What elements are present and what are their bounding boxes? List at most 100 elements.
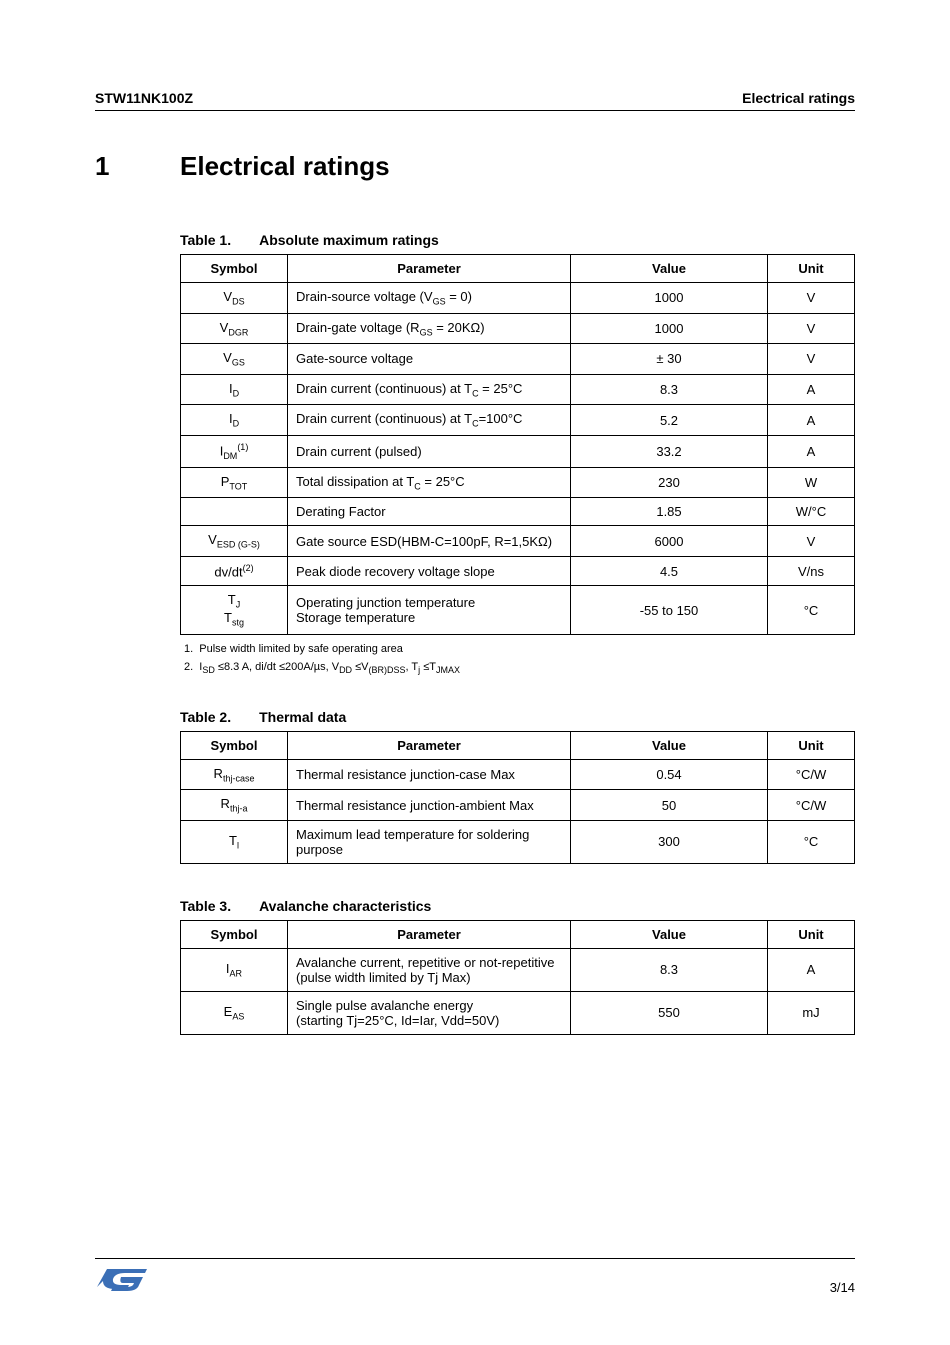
col-value: Value [571,920,768,948]
cell-value: 8.3 [571,948,768,991]
table-row: PTOTTotal dissipation at TC = 25°C230W [181,467,855,498]
cell-value: 1000 [571,313,768,344]
cell-parameter: Thermal resistance junction-ambient Max [288,790,571,821]
table-row: VDSDrain-source voltage (VGS = 0)1000V [181,283,855,314]
col-symbol: Symbol [181,731,288,759]
cell-unit: V [768,313,855,344]
table-2-block: Table 2.Thermal data Symbol Parameter Va… [180,709,855,864]
table-row: IDDrain current (continuous) at TC = 25°… [181,374,855,405]
cell-parameter: Avalanche current, repetitive or not-rep… [288,948,571,991]
col-symbol: Symbol [181,920,288,948]
table3-title: Avalanche characteristics [259,898,431,914]
cell-value: 1.85 [571,498,768,526]
table-row: Derating Factor1.85W/°C [181,498,855,526]
table1-title: Absolute maximum ratings [259,232,439,248]
cell-parameter: Thermal resistance junction-case Max [288,759,571,790]
cell-value: 1000 [571,283,768,314]
cell-value: 0.54 [571,759,768,790]
footnote: 2. ISD ≤8.3 A, di/dt ≤200A/µs, VDD ≤V(BR… [184,661,855,675]
cell-symbol: ID [181,405,288,436]
header-right: Electrical ratings [742,90,855,106]
table-row: VGSGate-source voltage± 30V [181,344,855,375]
cell-parameter: Gate-source voltage [288,344,571,375]
table2-num: Table 2. [180,709,231,725]
cell-value: 4.5 [571,557,768,586]
table3: Symbol Parameter Value Unit IARAvalanche… [180,920,855,1035]
cell-symbol: Tl [181,820,288,863]
table-row: VESD (G-S)Gate source ESD(HBM-C=100pF, R… [181,526,855,557]
cell-unit: V [768,526,855,557]
table1-footnotes: 1. Pulse width limited by safe operating… [184,643,855,675]
header-left: STW11NK100Z [95,90,193,106]
cell-symbol: VGS [181,344,288,375]
cell-value: 8.3 [571,374,768,405]
st-logo-icon [95,1265,150,1295]
col-parameter: Parameter [288,920,571,948]
cell-value: 300 [571,820,768,863]
cell-unit: V/ns [768,557,855,586]
col-symbol: Symbol [181,255,288,283]
col-parameter: Parameter [288,731,571,759]
cell-unit: mJ [768,991,855,1034]
cell-unit: A [768,405,855,436]
cell-symbol: Rthj-case [181,759,288,790]
table-row: dv/dt(2)Peak diode recovery voltage slop… [181,557,855,586]
cell-unit: V [768,283,855,314]
footnote: 1. Pulse width limited by safe operating… [184,643,855,655]
cell-unit: A [768,435,855,467]
cell-value: 550 [571,991,768,1034]
cell-unit: °C [768,586,855,634]
col-value: Value [571,255,768,283]
cell-symbol: dv/dt(2) [181,557,288,586]
cell-parameter: Operating junction temperatureStorage te… [288,586,571,634]
cell-value: 50 [571,790,768,821]
cell-parameter: Gate source ESD(HBM-C=100pF, R=1,5KΩ) [288,526,571,557]
cell-symbol: IAR [181,948,288,991]
cell-value: 33.2 [571,435,768,467]
table-row: IARAvalanche current, repetitive or not-… [181,948,855,991]
cell-symbol: VESD (G-S) [181,526,288,557]
cell-parameter: Derating Factor [288,498,571,526]
page-footer: 3/14 [95,1258,855,1295]
table-row: IDM(1)Drain current (pulsed)33.2A [181,435,855,467]
table-row: VDGRDrain-gate voltage (RGS = 20KΩ)1000V [181,313,855,344]
cell-unit: W/°C [768,498,855,526]
cell-value: 5.2 [571,405,768,436]
table3-num: Table 3. [180,898,231,914]
cell-parameter: Maximum lead temperature for soldering p… [288,820,571,863]
cell-value: ± 30 [571,344,768,375]
cell-symbol: IDM(1) [181,435,288,467]
cell-symbol: PTOT [181,467,288,498]
section-heading: 1 Electrical ratings [95,151,855,182]
cell-unit: W [768,467,855,498]
table1: Symbol Parameter Value Unit VDSDrain-sou… [180,254,855,635]
cell-parameter: Single pulse avalanche energy(starting T… [288,991,571,1034]
cell-value: 6000 [571,526,768,557]
table-row: Rthj-aThermal resistance junction-ambien… [181,790,855,821]
cell-unit: V [768,344,855,375]
table-row: IDDrain current (continuous) at TC=100°C… [181,405,855,436]
section-number: 1 [95,151,180,182]
table-row: TJTstgOperating junction temperatureStor… [181,586,855,634]
cell-symbol: ID [181,374,288,405]
cell-symbol: EAS [181,991,288,1034]
cell-parameter: Drain-source voltage (VGS = 0) [288,283,571,314]
cell-value: -55 to 150 [571,586,768,634]
page-number: 3/14 [830,1280,855,1295]
table-1-block: Table 1.Absolute maximum ratings Symbol … [180,232,855,675]
cell-unit: A [768,374,855,405]
col-value: Value [571,731,768,759]
table-row: Rthj-caseThermal resistance junction-cas… [181,759,855,790]
page-header: STW11NK100Z Electrical ratings [95,90,855,111]
col-unit: Unit [768,255,855,283]
table-3-block: Table 3. Avalanche characteristics Symbol… [180,898,855,1035]
cell-value: 230 [571,467,768,498]
table-row: EASSingle pulse avalanche energy(startin… [181,991,855,1034]
col-unit: Unit [768,920,855,948]
cell-parameter: Peak diode recovery voltage slope [288,557,571,586]
cell-unit: °C/W [768,759,855,790]
cell-symbol: TJTstg [181,586,288,634]
cell-symbol: VDS [181,283,288,314]
cell-unit: °C [768,820,855,863]
col-parameter: Parameter [288,255,571,283]
